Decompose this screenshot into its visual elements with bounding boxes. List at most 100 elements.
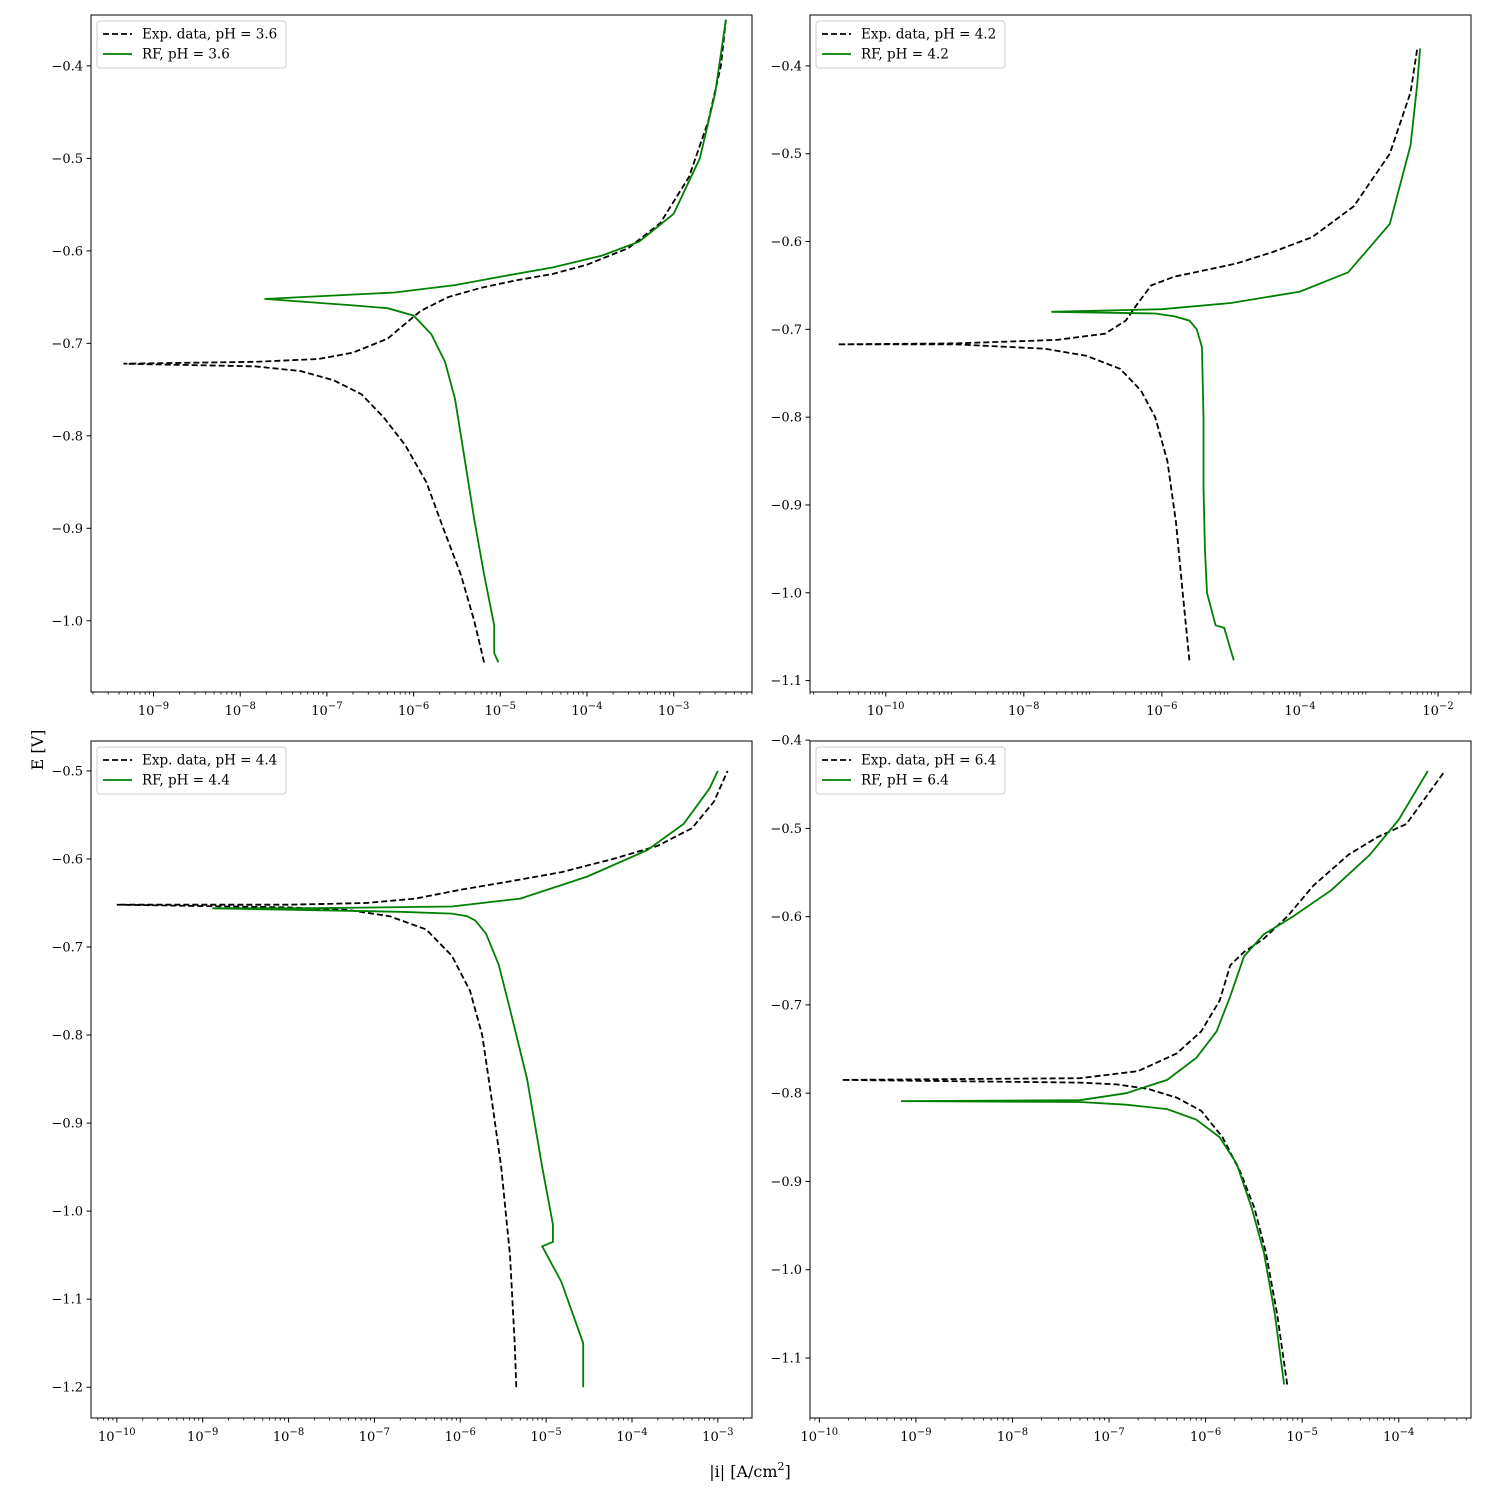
series-line-exp: [841, 770, 1446, 1385]
y-tick-label: −0.7: [770, 323, 802, 338]
x-tick-base: 10: [98, 1430, 115, 1445]
x-tick-label: 10−3: [658, 701, 689, 719]
x-tick-base: 10: [359, 1430, 376, 1445]
y-tick-label: −0.4: [770, 59, 802, 74]
x-tick-label: 10−3: [702, 1427, 733, 1445]
legend-label-exp: Exp. data, pH = 4.4: [142, 753, 277, 769]
x-tick-base: 10: [138, 704, 155, 719]
x-tick-label: 10−4: [571, 701, 602, 719]
x-tick-exponent: −6: [1207, 1427, 1222, 1438]
x-tick-base: 10: [1284, 704, 1301, 719]
x-tick-exponent: −6: [1163, 701, 1178, 712]
x-tick-base: 10: [658, 704, 675, 719]
x-tick-base: 10: [867, 704, 884, 719]
legend-box: [815, 20, 1006, 69]
y-tick-label: −0.6: [51, 244, 83, 259]
x-tick-label: 10−5: [1287, 1427, 1318, 1445]
x-axis-label-main: |i| [A/cm: [709, 1462, 777, 1481]
x-tick-base: 10: [1093, 1430, 1110, 1445]
x-tick-exponent: −5: [501, 701, 516, 712]
x-tick-base: 10: [1287, 1430, 1304, 1445]
legend-label-rf: RF, pH = 4.2: [861, 47, 949, 63]
x-tick-label: 10−6: [398, 701, 429, 719]
y-tick-label: −0.5: [51, 152, 83, 167]
x-tick-label: 10−6: [445, 1427, 476, 1445]
x-tick-label: 10−4: [616, 1427, 647, 1445]
x-tick-exponent: −9: [154, 701, 169, 712]
x-tick-exponent: −7: [375, 1427, 390, 1438]
x-tick-exponent: −3: [675, 701, 690, 712]
series-line-exp: [123, 19, 727, 663]
y-tick-label: −1.1: [770, 1351, 802, 1366]
x-tick-exponent: −4: [1301, 701, 1316, 712]
x-tick-exponent: −4: [633, 1427, 648, 1438]
x-tick-label: 10−10: [867, 701, 905, 719]
x-tick-base: 10: [997, 1430, 1014, 1445]
x-tick-base: 10: [445, 1430, 462, 1445]
y-tick-label: −1.0: [770, 586, 802, 601]
series-line-rf: [264, 19, 727, 663]
y-tick-label: −0.8: [770, 1087, 802, 1102]
legend-box: [815, 746, 1006, 795]
y-tick-label: −0.9: [51, 522, 83, 537]
legend-label-rf: RF, pH = 3.6: [142, 47, 230, 63]
x-tick-label: 10−9: [900, 1427, 931, 1445]
x-tick-exponent: −5: [1303, 1427, 1318, 1438]
x-tick-label: 10−2: [1422, 701, 1453, 719]
y-tick-label: −0.6: [770, 235, 802, 250]
x-tick-exponent: −8: [1025, 701, 1040, 712]
panel-1: 10−9 10−8 10−7 10−6 10−5 10−4 10−3−1.0−0.9−0.8…: [51, 14, 753, 719]
legend-label-exp: Exp. data, pH = 4.2: [861, 27, 996, 43]
y-tick-label: −0.5: [51, 764, 83, 779]
x-tick-label: 10−7: [1093, 1427, 1124, 1445]
y-tick-label: −0.9: [770, 1175, 802, 1190]
legend-box: [96, 20, 287, 69]
y-tick-label: −1.1: [51, 1293, 83, 1308]
x-tick-base: 10: [485, 704, 502, 719]
y-tick-label: −0.7: [51, 941, 83, 956]
legend-label-exp: Exp. data, pH = 3.6: [142, 27, 277, 43]
legend-label-rf: RF, pH = 6.4: [861, 773, 949, 789]
x-tick-exponent: −4: [1400, 1427, 1415, 1438]
panel-4: 10−10 10−9 10−8 10−7 10−6 10−5 10−4−1.1−1.0−0.…: [770, 734, 1472, 1445]
x-tick-exponent: −4: [588, 701, 603, 712]
y-tick-label: −0.5: [770, 147, 802, 162]
x-axis-label-sup: 2: [778, 1460, 785, 1473]
x-tick-exponent: −10: [817, 1427, 838, 1438]
x-tick-exponent: −6: [415, 701, 430, 712]
x-tick-base: 10: [311, 704, 328, 719]
y-tick-label: −0.8: [51, 429, 83, 444]
x-tick-label: 10−5: [485, 701, 516, 719]
x-tick-exponent: −5: [547, 1427, 562, 1438]
x-tick-exponent: −9: [204, 1427, 219, 1438]
x-tick-base: 10: [900, 1430, 917, 1445]
x-tick-base: 10: [571, 704, 588, 719]
x-tick-label: 10−4: [1284, 701, 1315, 719]
y-tick-label: −1.2: [51, 1381, 83, 1396]
x-tick-exponent: −8: [241, 701, 256, 712]
x-axis-label: |i| [A/cm2]: [709, 1460, 791, 1481]
x-tick-base: 10: [273, 1430, 290, 1445]
panel-3: 10−10 10−9 10−8 10−7 10−6 10−5 10−4 10−3−1.2−1.…: [51, 740, 753, 1445]
x-axis-label-tail: ]: [785, 1462, 791, 1481]
series-line-rf: [900, 770, 1429, 1385]
x-tick-exponent: −2: [1439, 701, 1454, 712]
y-tick-label: −0.6: [51, 852, 83, 867]
y-tick-label: −0.9: [770, 498, 802, 513]
y-tick-label: −0.7: [51, 337, 83, 352]
x-tick-base: 10: [225, 704, 242, 719]
legend-box: [96, 746, 287, 795]
x-tick-base: 10: [398, 704, 415, 719]
x-tick-label: 10−10: [801, 1427, 839, 1445]
x-tick-label: 10−7: [359, 1427, 390, 1445]
legend-label-rf: RF, pH = 4.4: [142, 773, 230, 789]
x-tick-label: 10−4: [1383, 1427, 1414, 1445]
panel-2: 10−10 10−8 10−6 10−4 10−2−1.1−1.0−0.9−0.8−0.…: [770, 14, 1472, 719]
legend: Exp. data, pH = 4.2 RF, pH = 4.2: [815, 20, 1006, 69]
x-tick-exponent: −8: [289, 1427, 304, 1438]
y-tick-label: −0.9: [51, 1117, 83, 1132]
x-tick-base: 10: [616, 1430, 633, 1445]
x-tick-label: 10−9: [138, 701, 169, 719]
x-tick-base: 10: [1008, 704, 1025, 719]
y-tick-label: −0.8: [51, 1029, 83, 1044]
